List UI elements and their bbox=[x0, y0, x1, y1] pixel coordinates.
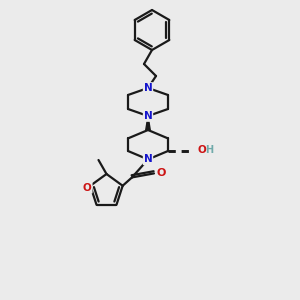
Text: O: O bbox=[83, 183, 92, 193]
Text: O: O bbox=[156, 168, 166, 178]
Text: N: N bbox=[144, 83, 152, 93]
Text: H: H bbox=[205, 145, 213, 155]
Text: N: N bbox=[144, 111, 152, 121]
Polygon shape bbox=[146, 116, 150, 130]
Text: O: O bbox=[198, 145, 207, 155]
Text: N: N bbox=[144, 154, 152, 164]
